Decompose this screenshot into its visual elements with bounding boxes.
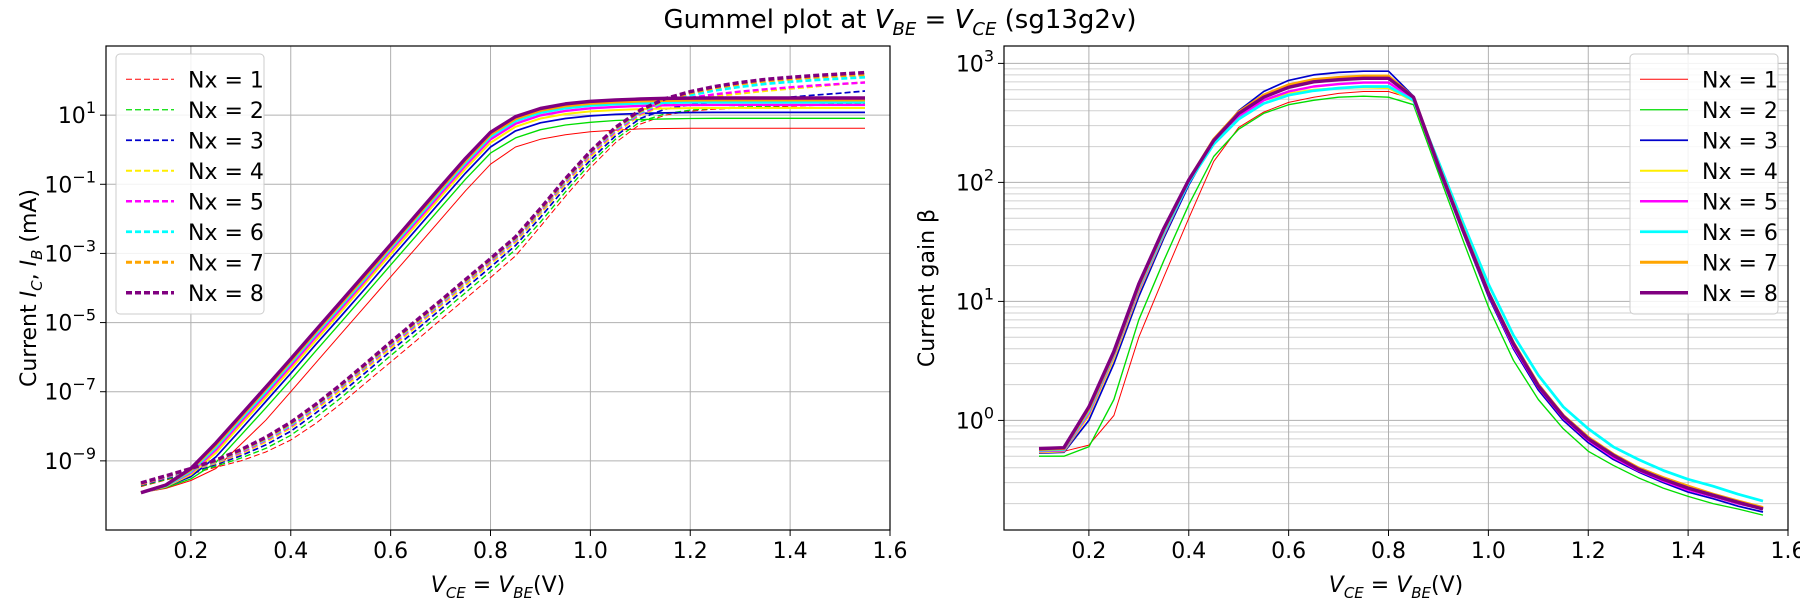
legend-label: Nx = 6 xyxy=(1702,221,1778,246)
y-tick-label: 102 xyxy=(956,165,994,196)
series-line-nx8-base xyxy=(140,70,866,485)
series-line-nx4-collector xyxy=(140,106,865,494)
x-tick-label: 1.0 xyxy=(1471,539,1506,564)
series-line-nx5-collector xyxy=(140,103,865,494)
x-tick-label: 0.6 xyxy=(373,539,408,564)
current-gain-chart: 0.2 0.4 0.6 0.8 1.0 1.2 1.4 1.6 100 101 102 103 VCE​… xyxy=(915,45,1800,600)
x-tick-label: 0.8 xyxy=(473,539,508,564)
series-line-nx6-collector xyxy=(140,100,865,495)
x-tick-label: 0.6 xyxy=(1271,539,1306,564)
y-tick-label: 103 xyxy=(956,46,994,77)
x-tick-label: 0.4 xyxy=(1171,539,1206,564)
series-line-nx3-base xyxy=(140,90,866,486)
y-tick-label: 10−7 xyxy=(44,375,96,406)
legend-label: Nx = 7 xyxy=(188,251,264,276)
legend-box xyxy=(115,53,265,315)
legend-label: Nx = 2 xyxy=(1702,99,1778,124)
plot-frame xyxy=(105,45,891,531)
legend-label: Nx = 6 xyxy=(188,221,264,246)
legend-label: Nx = 8 xyxy=(188,282,264,307)
x-tick-label: 1.6 xyxy=(1771,539,1800,564)
legend-label: Nx = 5 xyxy=(1702,190,1778,215)
series-line-nx1-collector xyxy=(140,127,865,494)
legend-label: Nx = 8 xyxy=(1702,282,1778,307)
legend-label: Nx = 5 xyxy=(188,190,264,215)
y-tick-label: 10−3 xyxy=(44,236,96,267)
x-tick-label: 1.2 xyxy=(1571,539,1606,564)
x-tick-label: 1.6 xyxy=(873,539,908,564)
y-tick-label: 10−9 xyxy=(44,444,96,475)
series-line-nx2-base xyxy=(140,102,866,487)
x-tick-label: 0.8 xyxy=(1371,539,1406,564)
x-tick-label: 1.4 xyxy=(1671,539,1706,564)
y-tick-label: 100 xyxy=(956,403,994,434)
legend-label: Nx = 3 xyxy=(188,129,264,154)
x-tick-label: 0.2 xyxy=(173,539,208,564)
series-line-nx8 xyxy=(1038,76,1764,511)
legend: Nx = 1 Nx = 2 Nx = 3 Nx = 4 Nx = 5 Nx = 6 Nx =… xyxy=(115,53,265,315)
x-tick-label: 1.0 xyxy=(573,539,608,564)
plot-frame xyxy=(1003,45,1789,531)
legend-label: Nx = 7 xyxy=(1702,251,1778,276)
y-tick-label: 101 xyxy=(956,284,994,315)
legend-label: Nx = 4 xyxy=(1702,160,1778,185)
series-line-nx4-base xyxy=(140,81,866,486)
legend-label: Nx = 1 xyxy=(188,68,264,93)
x-axis-label: VCE​ = VBE​(V) xyxy=(1329,573,1464,600)
series-line-nx2-collector xyxy=(140,117,865,494)
y-tick-label: 101 xyxy=(58,98,96,129)
legend-label: Nx = 3 xyxy=(1702,129,1778,154)
legend-label: Nx = 1 xyxy=(1702,68,1778,93)
figure-title: Gummel plot at VBE​ = VCE​ (sg13g2v) xyxy=(664,5,1137,40)
legend: Nx = 1 Nx = 2 Nx = 3 Nx = 4 Nx = 5 Nx = 6 Nx =… xyxy=(1629,53,1779,315)
x-tick-label: 1.2 xyxy=(673,539,708,564)
legend-label: Nx = 4 xyxy=(188,160,264,185)
legend-box xyxy=(1629,53,1779,315)
series-line-nx8-collector xyxy=(140,96,865,495)
series-line-nx2 xyxy=(1039,95,1764,516)
legend-label: Nx = 2 xyxy=(188,99,264,124)
series-group xyxy=(1038,70,1764,516)
x-tick-label: 0.2 xyxy=(1071,539,1106,564)
series-group xyxy=(140,70,866,495)
y-tick-label: 10−5 xyxy=(44,306,96,337)
series-line-nx3 xyxy=(1038,70,1764,513)
series-line-nx3-collector xyxy=(140,111,865,494)
y-axis-label: Current IC​, IB​ (mA) xyxy=(17,189,46,387)
x-axis-label: VCE​ = VBE​(V) xyxy=(431,573,566,600)
gummel-current-chart: 0.2 0.4 0.6 0.8 1.0 1.2 1.4 1.6 10−9 10−7 10−5 10−3… xyxy=(17,45,908,600)
x-tick-label: 0.4 xyxy=(273,539,308,564)
x-tick-label: 1.4 xyxy=(773,539,808,564)
y-tick-label: 10−1 xyxy=(44,167,96,198)
y-axis-label: Current gain β xyxy=(915,209,940,367)
